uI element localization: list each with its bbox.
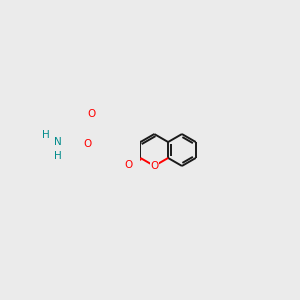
- Text: O: O: [150, 161, 158, 171]
- Text: O: O: [84, 139, 92, 148]
- Text: H: H: [42, 130, 50, 140]
- Text: N: N: [54, 137, 61, 147]
- Text: O: O: [124, 160, 133, 170]
- Text: O: O: [87, 109, 96, 119]
- Text: H: H: [54, 151, 61, 161]
